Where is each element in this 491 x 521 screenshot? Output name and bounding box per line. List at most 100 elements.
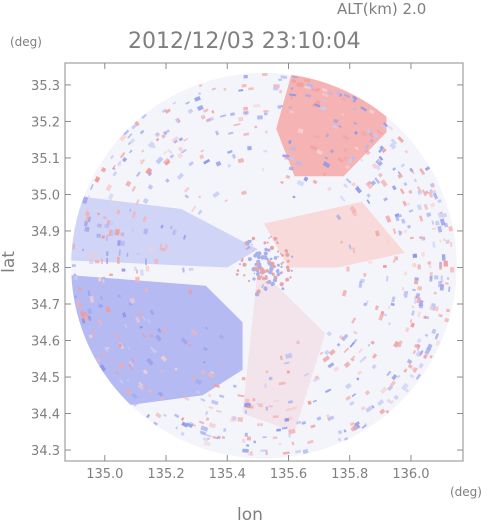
radar-speckle	[428, 191, 434, 198]
radar-speckle	[417, 311, 421, 318]
radar-speckle	[138, 381, 144, 387]
radar-speckle	[417, 286, 423, 291]
clutter-dot	[257, 263, 261, 267]
radar-speckle	[183, 137, 189, 142]
radar-speckle	[423, 315, 427, 320]
radar-speckle	[207, 373, 215, 378]
radar-speckle	[341, 333, 349, 342]
radar-speckle	[155, 412, 162, 419]
radar-speckle	[379, 145, 385, 151]
radar-speckle	[378, 148, 383, 153]
radar-speckle	[371, 353, 378, 359]
radar-speckle	[91, 329, 96, 334]
radar-speckle	[108, 221, 114, 226]
radar-speckle	[74, 299, 78, 306]
altitude-label: ALT(km) 2.0	[337, 0, 426, 18]
radar-speckle	[242, 110, 249, 115]
clutter-dot	[272, 264, 276, 269]
radar-speckle	[423, 236, 426, 240]
radar-speckle	[242, 448, 249, 453]
radar-speckle	[175, 426, 179, 430]
radar-speckle	[135, 198, 140, 206]
radar-speckle	[253, 440, 257, 444]
radar-speckle	[289, 110, 294, 114]
radar-speckle	[147, 318, 152, 324]
radar-speckle	[74, 295, 77, 299]
clutter-dot	[280, 262, 283, 265]
y-axis-title: lat	[0, 251, 19, 273]
radar-speckle	[277, 105, 282, 109]
radar-speckle	[149, 309, 155, 316]
x-axis: 135.0 135.2 135.4 135.6 135.8 136.0	[86, 63, 430, 482]
radar-speckle	[327, 415, 335, 422]
radar-speckle	[439, 239, 442, 243]
radar-speckle	[386, 370, 392, 377]
radar-speckle	[377, 172, 383, 178]
radar-speckle	[202, 360, 206, 364]
radar-speckle	[426, 212, 432, 218]
radar-speckle	[72, 243, 76, 250]
radar-speckle	[82, 196, 89, 205]
clutter-dot	[263, 251, 268, 256]
radar-speckle	[190, 205, 197, 213]
radar-speckle	[141, 333, 146, 338]
clutter-dot	[286, 268, 291, 273]
radar-speckle	[435, 340, 441, 347]
radar-speckle	[129, 297, 136, 304]
radar-speckle	[129, 138, 136, 144]
radar-speckle	[368, 131, 376, 138]
radar-speckle	[295, 420, 302, 425]
radar-speckle	[349, 400, 355, 407]
radar-speckle	[224, 199, 228, 203]
radar-speckle	[128, 208, 132, 213]
radar-speckle	[279, 355, 283, 361]
clutter-dot	[270, 261, 275, 266]
radar-speckle	[344, 164, 351, 170]
radar-speckle	[160, 355, 168, 362]
clutter-dot	[247, 239, 251, 244]
radar-speckle	[101, 352, 106, 356]
radar-speckle	[246, 444, 250, 447]
radar-speckle	[262, 436, 267, 439]
radar-speckle	[77, 286, 82, 292]
radar-speckle	[253, 104, 261, 108]
radar-speckle	[106, 251, 109, 256]
radar-speckle	[407, 224, 411, 229]
radar-speckle	[273, 86, 279, 91]
radar-speckle	[200, 425, 209, 432]
radar-speckle	[397, 230, 402, 236]
radar-speckle	[237, 158, 245, 164]
radar-speckle	[107, 193, 114, 201]
radar-speckle	[133, 266, 137, 271]
radar-speckle	[345, 395, 352, 401]
radar-speckle	[313, 134, 321, 139]
radar-speckle	[221, 363, 225, 367]
radar-speckle	[246, 405, 254, 409]
radar-speckle	[87, 290, 91, 296]
radar-speckle	[424, 333, 429, 338]
radar-speckle	[437, 225, 443, 233]
radar-speckle	[89, 184, 94, 191]
radar-speckle	[149, 346, 156, 354]
radar-speckle	[424, 190, 429, 195]
radar-speckle	[136, 252, 140, 256]
radar-speckle	[94, 176, 101, 183]
radar-speckle	[312, 399, 317, 403]
radar-speckle	[278, 443, 282, 446]
radar-speckle	[187, 288, 193, 295]
radar-speckle	[182, 267, 185, 273]
radar-speckle	[142, 198, 149, 205]
radar-speckle	[327, 91, 334, 96]
radar-speckle	[428, 265, 432, 268]
radar-speckle	[288, 433, 292, 438]
radar-speckle	[356, 107, 361, 113]
radar-speckle	[223, 87, 227, 91]
radar-speckle	[445, 282, 449, 285]
radar-speckle	[184, 194, 190, 199]
radar-speckle	[200, 398, 206, 402]
radar-speckle	[257, 115, 263, 120]
radar-speckle	[438, 313, 443, 318]
radar-speckle	[188, 320, 195, 328]
negative-region-west	[71, 194, 258, 268]
radar-speckle	[188, 161, 194, 167]
